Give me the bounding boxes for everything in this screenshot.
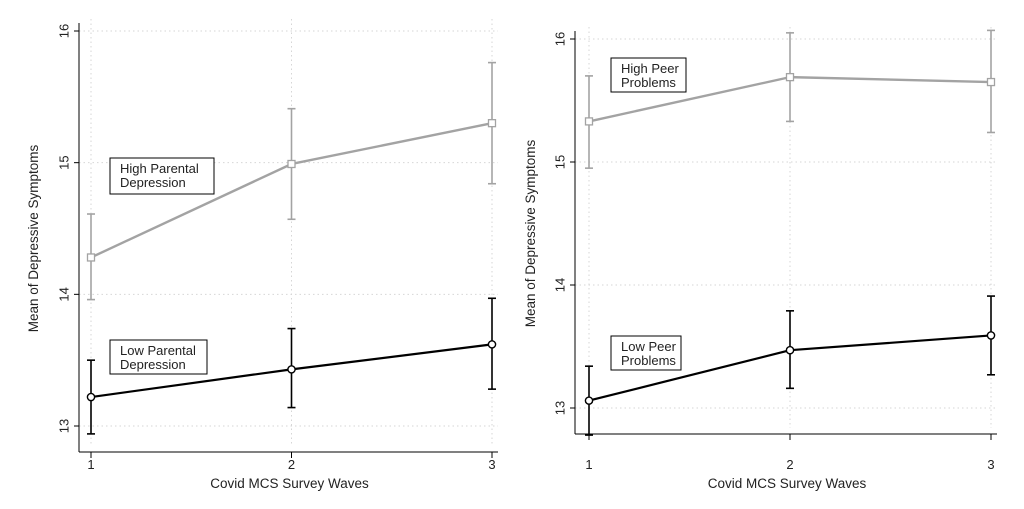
data-point (986, 77, 996, 87)
data-point (584, 117, 594, 126)
series-label-text: Depression (120, 175, 186, 190)
data-point (785, 72, 795, 82)
series-label-box (610, 57, 687, 93)
x-tick-label: 1 (87, 457, 94, 472)
data-point (487, 340, 497, 349)
data-point (287, 365, 296, 374)
series-label-text: Low Peer (621, 339, 677, 354)
series-label-box (610, 335, 682, 371)
data-point (584, 396, 594, 405)
data-point (86, 253, 96, 262)
data-point (986, 331, 996, 340)
y-tick-label: 16 (57, 24, 72, 38)
chart-panel-1: 13 14 15 16 1 2 3 Covid MCS Survey Waves Mean of… (26, 19, 498, 491)
series-label-text: Problems (621, 75, 676, 90)
x-axis-title: Covid MCS Survey Waves (210, 476, 369, 491)
x-tick-label: 1 (585, 457, 592, 472)
x-tick-label: 2 (288, 457, 295, 472)
x-tick-label: 3 (488, 457, 495, 472)
x-axis-title: Covid MCS Survey Waves (708, 476, 867, 491)
series-label-box (109, 157, 215, 195)
y-tick-label: 14 (57, 287, 72, 301)
data-point (785, 345, 795, 355)
x-tick-label: 3 (987, 457, 994, 472)
series-label-text: Depression (120, 357, 186, 372)
y-tick-label: 15 (57, 155, 72, 169)
x-tick-label: 2 (786, 457, 793, 472)
series-label-text: Problems (621, 353, 676, 368)
y-tick-label: 13 (553, 401, 568, 415)
data-point (287, 159, 296, 169)
y-axis-title: Mean of Depressive Symptoms (26, 144, 41, 332)
data-point (86, 392, 96, 402)
chart-panel-2: 13 14 15 16 1 2 3 Covid MCS Survey Waves Mean of… (523, 27, 997, 491)
y-tick-label: 14 (553, 278, 568, 292)
y-axis-title: Mean of Depressive Symptoms (523, 139, 538, 327)
y-tick-label: 15 (553, 155, 568, 169)
series-label-text: High Peer (621, 61, 679, 76)
y-tick-label: 16 (553, 32, 568, 46)
series-label-text: High Parental (120, 161, 199, 176)
series-label-text: Low Parental (120, 343, 196, 358)
y-tick-label: 13 (57, 419, 72, 433)
data-point (487, 119, 497, 128)
series-label-box (109, 339, 208, 375)
